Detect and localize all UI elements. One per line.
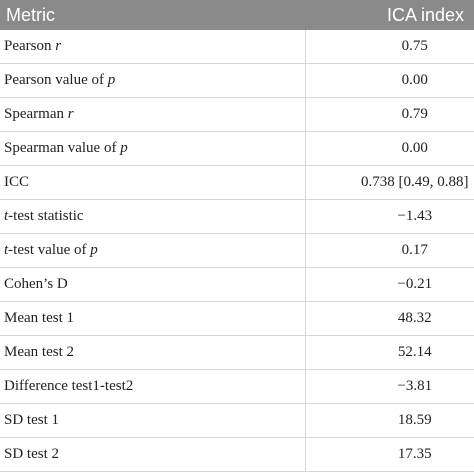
metric-cell: SD test 2 (0, 437, 305, 472)
metric-text: Difference test1-test2 (4, 378, 134, 394)
value-cell: 0.79 (304, 97, 474, 132)
table-row: Mean test 2 52.14 (0, 335, 474, 370)
value-cell: 18.59 (304, 403, 474, 438)
value-cell: 0.00 (304, 63, 474, 98)
metric-text: SD test 1 (4, 412, 60, 428)
metric-cell: t-test value of p (0, 233, 305, 268)
metric-text: Spearman value of (4, 140, 121, 156)
table-row: Difference test1-test2 −3.81 (0, 369, 474, 404)
value-cell: 0.00 (304, 131, 474, 166)
table-row: t-test statistic −1.43 (0, 199, 474, 234)
value-cell: 0.738 [0.49, 0.88] (304, 165, 474, 200)
metric-text: t (4, 242, 9, 258)
metric-text: Cohen’s D (4, 276, 68, 292)
metric-cell: SD test 1 (0, 403, 305, 438)
value-cell: −0.21 (304, 267, 474, 302)
table-body: Pearson r 0.75 Pearson value of p 0.00 Spear… (0, 30, 474, 472)
metric-cell: Spearman value of p (0, 131, 305, 166)
value-cell: 0.17 (304, 233, 474, 268)
metric-text: p (120, 140, 128, 156)
table-row: SD test 2 17.35 (0, 437, 474, 472)
metric-text: Mean test 2 (4, 344, 74, 360)
metric-cell: Difference test1-test2 (0, 369, 305, 404)
value-cell: −3.81 (304, 369, 474, 404)
header-row: Metric ICA index (0, 0, 474, 30)
table-row: Cohen’s D −0.21 (0, 267, 474, 302)
metric-text: t (4, 208, 9, 224)
table-row: Pearson r 0.75 (0, 30, 474, 64)
header-cell: Metric (0, 0, 305, 30)
metric-cell: t-test statistic (0, 199, 305, 234)
metric-text: p (107, 72, 116, 88)
metric-cell: Mean test 1 (0, 301, 305, 336)
metric-cell: Mean test 2 (0, 335, 305, 370)
metric-cell: ICC (0, 165, 305, 200)
metric-text: Spearman (4, 106, 68, 122)
table-row: Spearman value of p 0.00 (0, 131, 474, 166)
value-cell: 52.14 (304, 335, 474, 370)
value-cell: 17.35 (304, 437, 474, 472)
metric-text: -test value of (8, 242, 91, 258)
value-cell: 0.75 (304, 30, 474, 64)
metric-text: Mean test 1 (4, 310, 74, 326)
metric-text: SD test 2 (4, 446, 60, 462)
table-row: Pearson value of p 0.00 (0, 63, 474, 98)
table-row: Spearman r 0.79 (0, 97, 474, 132)
table-row: SD test 1 18.59 (0, 403, 474, 438)
metric-text: Pearson (4, 38, 56, 54)
table-row: Mean test 1 48.32 (0, 301, 474, 336)
metric-cell: Pearson value of p (0, 63, 305, 98)
metric-text: -test statistic (8, 208, 84, 224)
value-cell: −1.43 (304, 199, 474, 234)
metric-cell: Cohen’s D (0, 267, 305, 302)
metric-text: Pearson value of (4, 72, 108, 88)
header-cell: ICA index (305, 0, 474, 30)
value-cell: 48.32 (304, 301, 474, 336)
metric-text: r (55, 38, 62, 54)
metric-cell: Spearman r (0, 97, 305, 132)
metric-text: ICC (4, 174, 30, 190)
metric-text: p (90, 242, 98, 258)
table-row: t-test value of p 0.17 (0, 233, 474, 268)
metric-cell: Pearson r (0, 30, 305, 64)
table-row: ICC 0.738 [0.49, 0.88] (0, 165, 474, 200)
metric-text: r (67, 106, 74, 122)
